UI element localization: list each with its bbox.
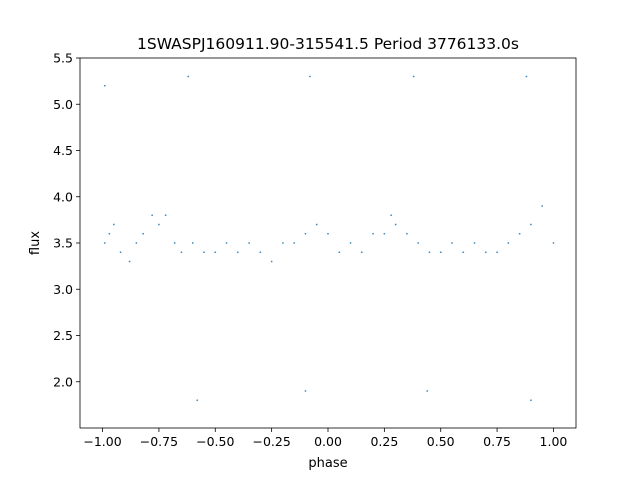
data-point [180, 251, 183, 254]
data-point [191, 242, 194, 244]
x-tick-label: −0.25 [252, 434, 290, 449]
data-point [426, 390, 429, 392]
data-point [451, 242, 453, 244]
x-tick-label: 0.75 [483, 434, 511, 449]
data-point [338, 251, 341, 254]
data-point [304, 232, 307, 235]
data-point [128, 260, 131, 263]
data-point [372, 232, 374, 235]
data-point [473, 242, 476, 244]
data-point [173, 242, 176, 244]
data-point [428, 251, 431, 254]
data-point [151, 214, 154, 217]
data-point [103, 242, 106, 244]
y-tick-label: 3.0 [53, 282, 73, 297]
data-point [270, 260, 273, 263]
x-tick-label: 0.25 [370, 434, 398, 449]
data-point [187, 75, 190, 78]
data-point [496, 251, 498, 254]
data-point [439, 251, 442, 254]
data-point [383, 232, 386, 235]
data-point [225, 242, 228, 244]
data-point [327, 232, 329, 235]
data-point [248, 242, 250, 244]
x-tick-label: 0.50 [427, 434, 455, 449]
data-point [164, 214, 167, 217]
data-point [530, 399, 532, 402]
data-point [530, 223, 532, 226]
data-point [315, 223, 318, 226]
data-point [196, 399, 199, 402]
data-point [158, 223, 160, 226]
data-point [135, 242, 138, 244]
data-point [541, 205, 544, 207]
x-tick-label: 1.00 [540, 434, 568, 449]
data-point [507, 242, 510, 244]
y-axis-label: flux [28, 231, 43, 255]
y-axis-ticks: 2.0 2.5 3.0 3.5 4.0 4.5 5.0 5.5 [53, 51, 80, 389]
data-point [119, 251, 122, 254]
data-point [214, 251, 217, 254]
y-tick-label: 4.0 [53, 189, 73, 204]
y-tick-label: 5.0 [53, 97, 73, 112]
data-point [142, 232, 145, 235]
data-point [484, 251, 487, 254]
data-point [304, 390, 307, 392]
x-tick-label: −0.75 [140, 434, 178, 449]
chart-title: 1SWASPJ160911.90-315541.5 Period 3776133… [137, 35, 519, 53]
data-point [282, 242, 284, 244]
x-axis-label: phase [308, 456, 347, 471]
data-point [112, 223, 115, 226]
data-point [203, 251, 205, 254]
scatter-points [103, 75, 555, 402]
data-point [293, 242, 296, 244]
data-point [417, 242, 420, 244]
y-tick-label: 3.5 [53, 236, 73, 251]
data-point [259, 251, 262, 254]
data-point [390, 214, 393, 217]
data-point [236, 251, 239, 254]
data-point [406, 232, 408, 235]
data-point [462, 251, 465, 254]
x-tick-label: 0.00 [314, 434, 342, 449]
data-point [552, 242, 555, 244]
data-point [360, 251, 363, 254]
data-point [309, 75, 311, 78]
y-tick-label: 4.5 [53, 143, 73, 158]
data-point [108, 232, 111, 235]
x-tick-label: −0.50 [196, 434, 234, 449]
data-point [349, 242, 352, 244]
data-point [518, 232, 521, 235]
y-tick-label: 5.5 [53, 51, 73, 66]
data-point [394, 223, 397, 226]
y-tick-label: 2.0 [53, 374, 73, 389]
y-tick-label: 2.5 [53, 328, 73, 343]
data-point [412, 75, 415, 78]
data-point [103, 84, 106, 87]
x-tick-label: −1.00 [83, 434, 121, 449]
x-axis-ticks: −1.00 −0.75 −0.50 −0.25 0.00 0.25 0.50 0.75 1.00 [83, 428, 567, 449]
data-point [525, 75, 528, 78]
